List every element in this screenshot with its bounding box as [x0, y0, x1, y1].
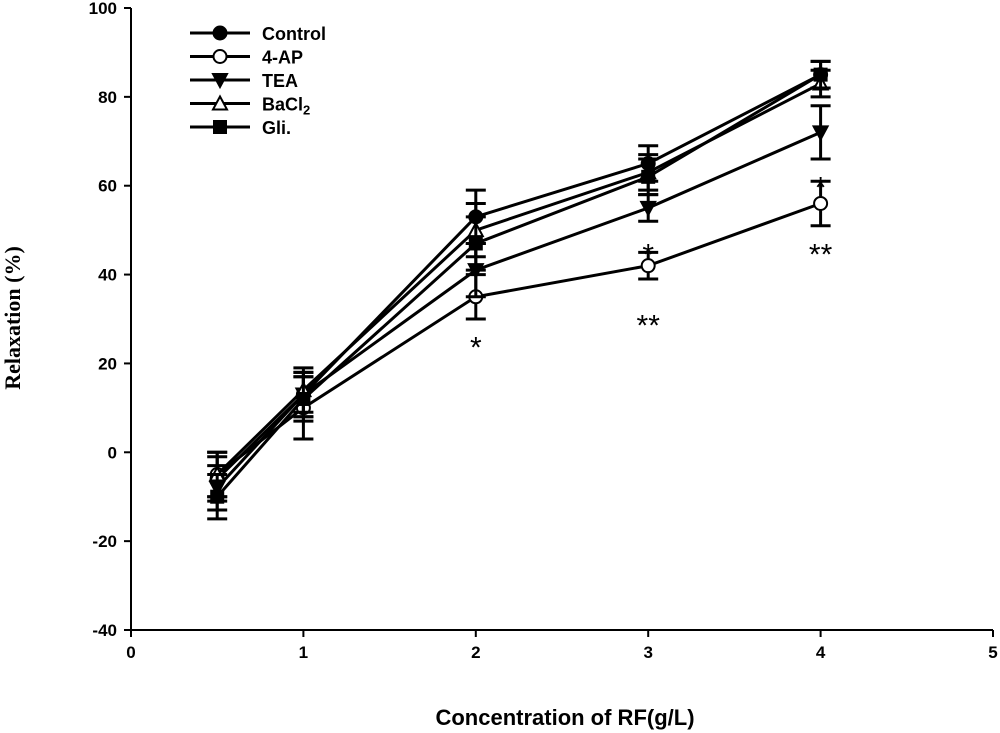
data-point-gli [468, 236, 483, 251]
data-point-gli [210, 489, 225, 504]
x-tick-label: 2 [471, 643, 480, 662]
significance-marker: * [642, 238, 654, 271]
data-point-gli [813, 67, 828, 82]
x-tick-label: 5 [988, 643, 997, 662]
legend-item: BaCl2 [190, 94, 310, 118]
x-tick-label: 3 [643, 643, 652, 662]
data-point-4-ap [640, 258, 656, 274]
legend-item: Control [190, 24, 326, 44]
y-tick-label: 80 [98, 88, 117, 107]
legend-marker [211, 73, 229, 90]
legend-label: Control [262, 24, 326, 44]
y-tick-label: 20 [98, 354, 117, 373]
legend-marker [213, 120, 227, 134]
data-point-gli [296, 391, 311, 406]
legend-label: BaCl2 [262, 95, 310, 118]
legend-item: TEA [190, 71, 298, 91]
series-line-gli [216, 73, 822, 498]
legend-label: TEA [262, 71, 298, 91]
significance-marker: ** [809, 238, 833, 271]
legend-label: Gli. [262, 118, 291, 138]
y-tick-label: 100 [89, 0, 117, 18]
x-tick-label: 0 [126, 643, 135, 662]
y-tick-label: -20 [92, 532, 117, 551]
x-tick-label: 1 [299, 643, 308, 662]
series-4-ap [207, 179, 831, 499]
y-tick-label: 60 [98, 177, 117, 196]
y-tick-label: -40 [92, 621, 117, 640]
series-bacl2 [207, 68, 831, 499]
significance-marker: * [815, 172, 827, 205]
legend-marker [212, 49, 228, 64]
legend-item: 4-AP [190, 48, 303, 68]
y-tick-label: 0 [108, 443, 117, 462]
annotations: ******* [470, 172, 833, 365]
legend-marker [212, 25, 228, 41]
axes: -40 -20 0 20 40 60 80 100 0 1 2 3 4 5 [89, 0, 998, 662]
series-line-control [216, 73, 822, 481]
significance-marker: * [470, 332, 482, 365]
data-point-4-ap [813, 195, 829, 211]
data-point-tea [811, 125, 830, 142]
series-gli [207, 59, 831, 521]
legend-marker [211, 94, 229, 111]
y-tick-label: 40 [98, 266, 117, 285]
significance-marker: ** [637, 309, 661, 342]
x-axis-label: Concentration of RF(g/L) [435, 705, 694, 730]
series-line-4-ap [216, 202, 822, 476]
legend-subscript: 2 [303, 103, 310, 118]
series-tea [207, 104, 831, 512]
y-axis-label: Relaxation (%) [0, 246, 25, 390]
legend-label: 4-AP [262, 48, 303, 68]
series-line-tea [216, 131, 822, 489]
series-group [207, 59, 831, 521]
data-point-tea [639, 200, 657, 218]
legend-item: Gli. [190, 118, 291, 138]
x-tick-label: 4 [816, 643, 826, 662]
data-point-gli [641, 169, 656, 184]
